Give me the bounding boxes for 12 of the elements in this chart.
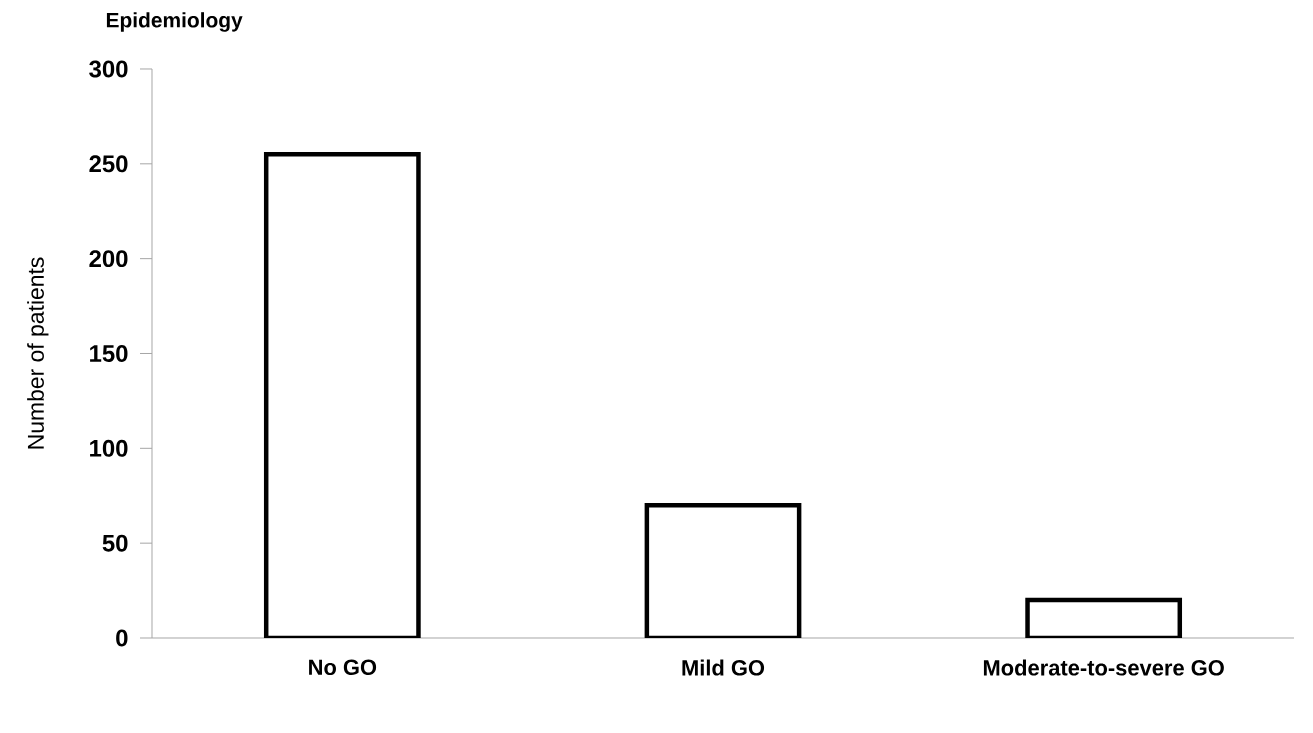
y-axis-title: Number of patients bbox=[27, 257, 49, 449]
y-tick-label: 50 bbox=[102, 534, 128, 552]
y-tick-label: 200 bbox=[89, 250, 128, 268]
x-tick-label: Mild GO bbox=[682, 659, 765, 676]
x-tick-label: Moderate-to-severe GO bbox=[983, 659, 1224, 676]
y-tick-label: 300 bbox=[89, 60, 128, 78]
y-tick-label: 250 bbox=[89, 155, 128, 173]
y-tick-label: 100 bbox=[90, 439, 128, 457]
y-tick-label: 0 bbox=[116, 629, 128, 647]
x-tick-label: No GO bbox=[309, 659, 377, 676]
chart-title: Epidemiology bbox=[106, 12, 243, 32]
y-tick-label: 150 bbox=[90, 345, 128, 362]
